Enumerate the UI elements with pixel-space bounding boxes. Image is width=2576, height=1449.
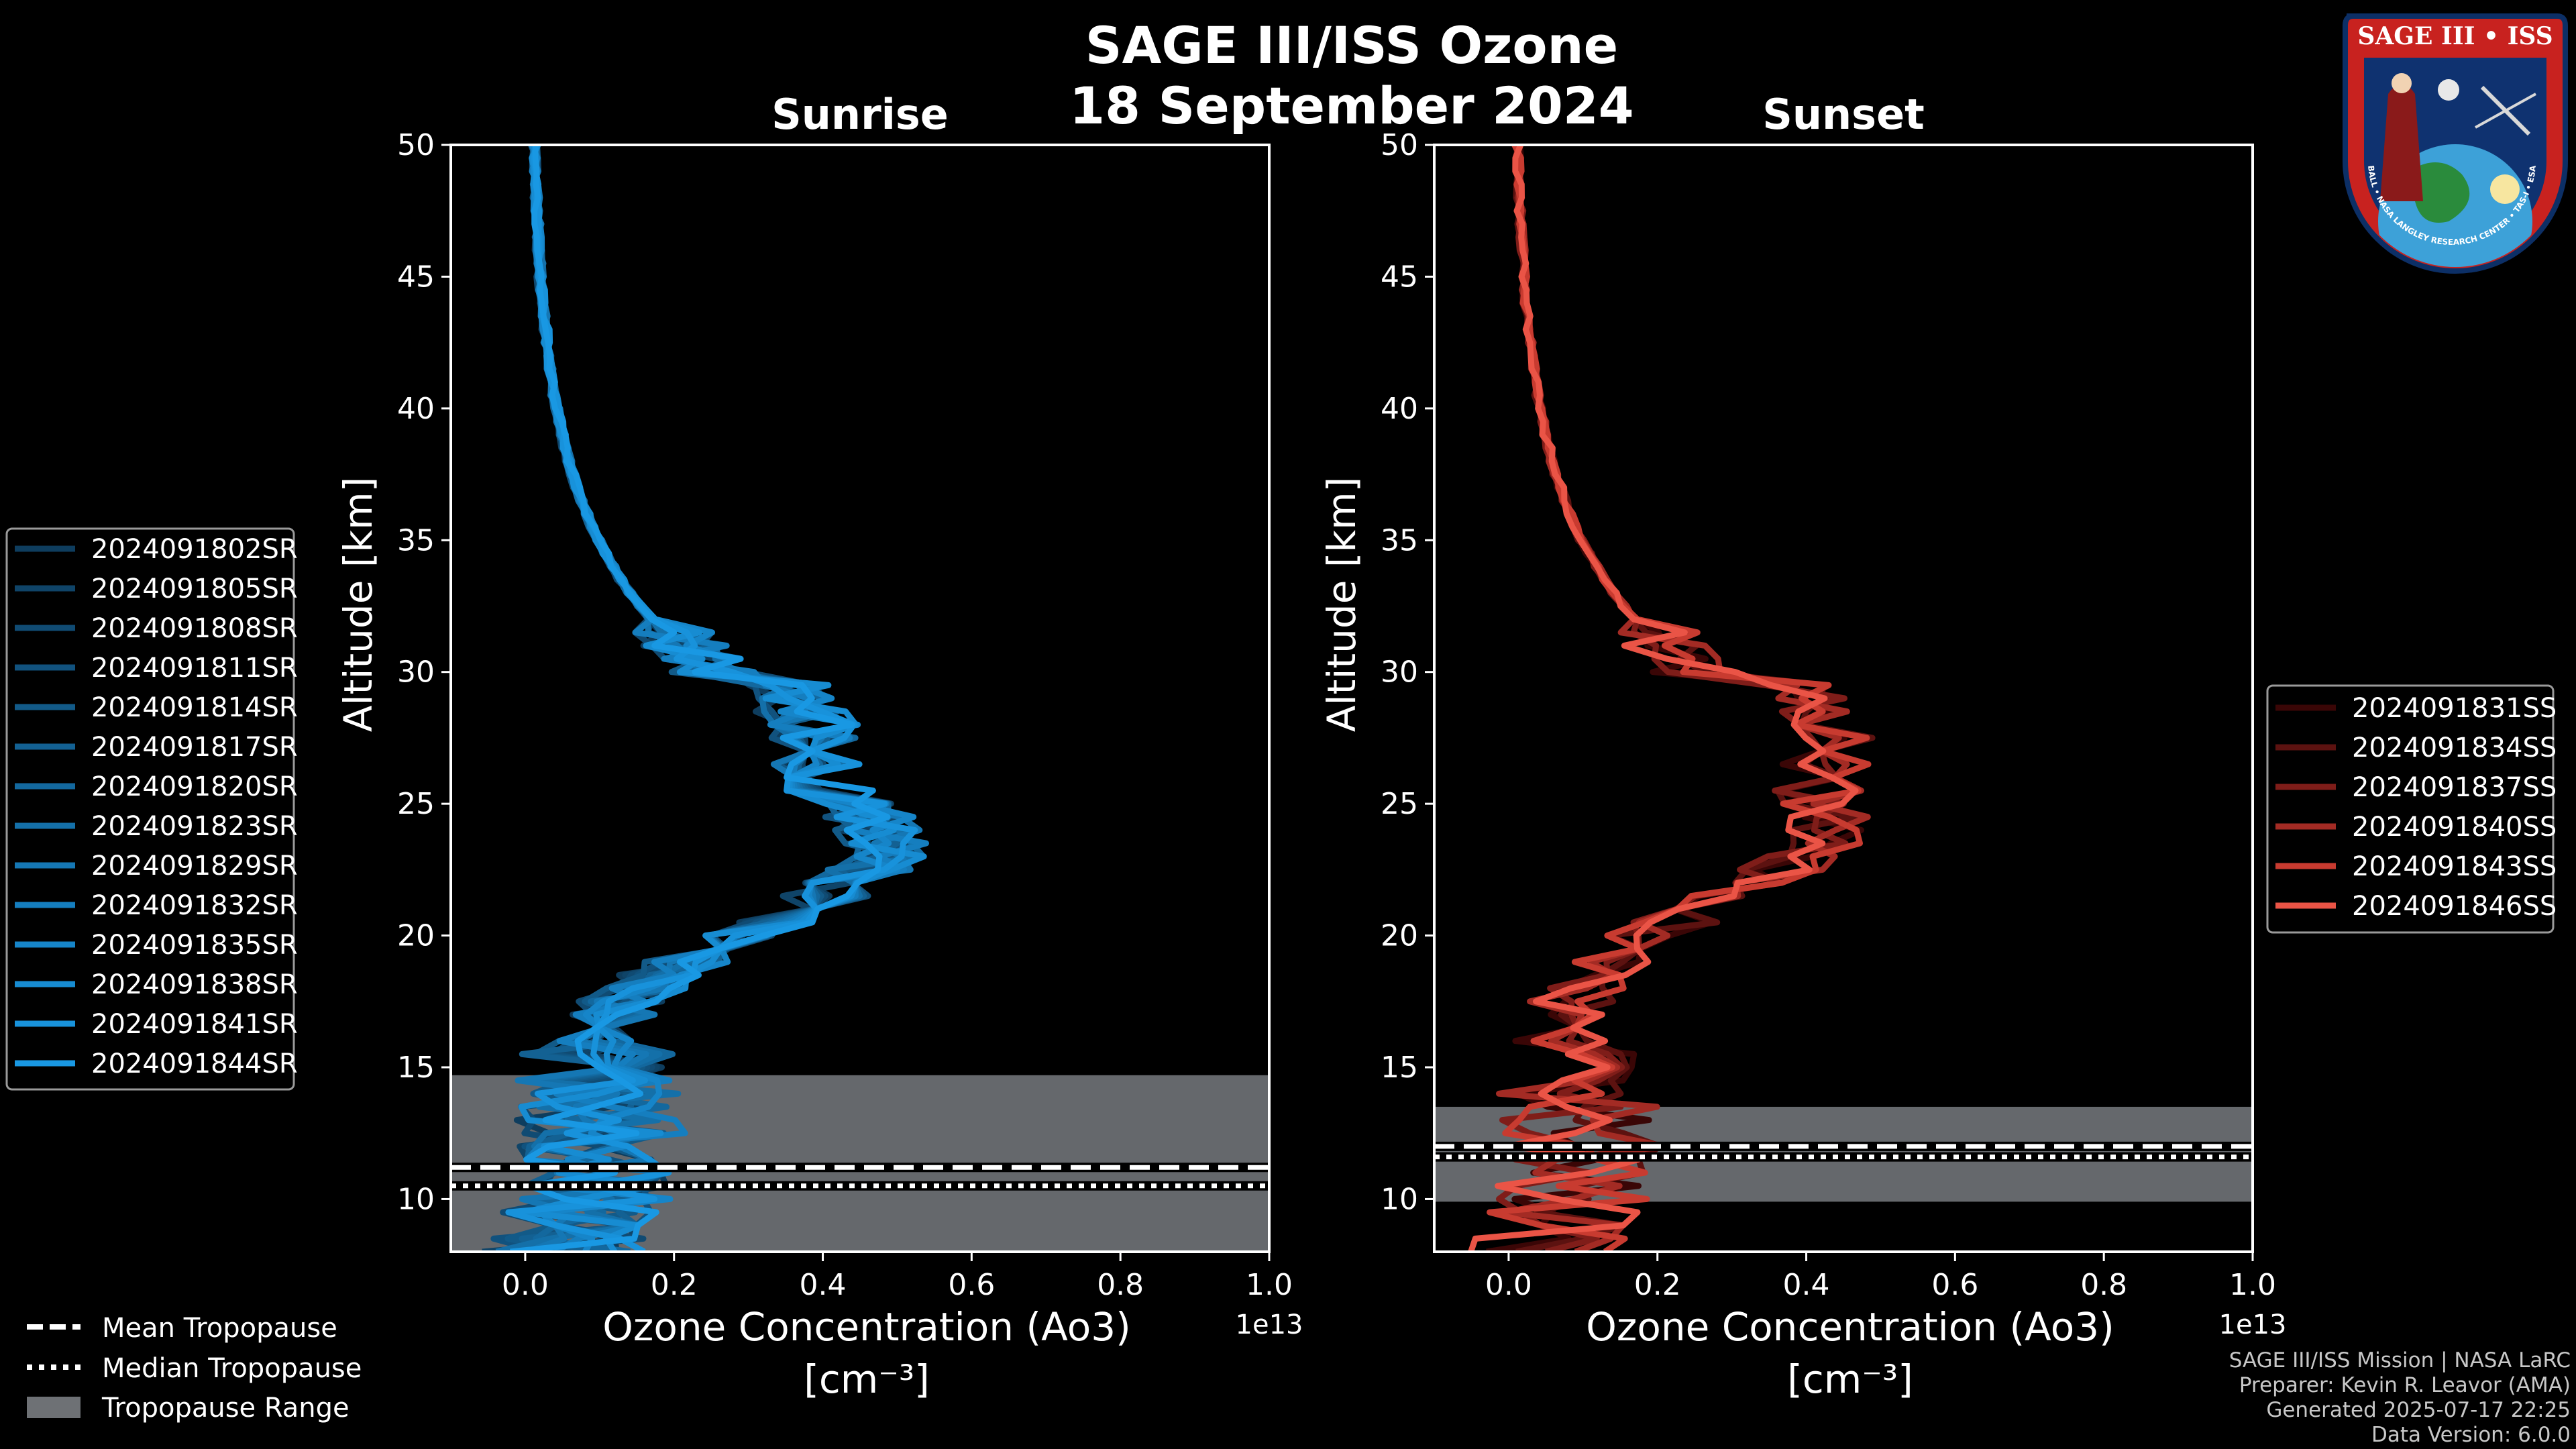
sunset-legend-frame: [2266, 684, 2555, 934]
profile-line-2024091846SS: [1468, 145, 1859, 1252]
legend-label-2024091814SR: 2024091814SR: [91, 692, 298, 723]
logo-title: SAGE III • ISS: [2357, 22, 2553, 50]
y-tick-label: 25: [1381, 787, 1418, 821]
legend-label-2024091831SS: 2024091831SS: [2352, 693, 2557, 724]
x-axis-label: Ozone Concentration (Ao3): [602, 1304, 1131, 1350]
moon-icon: [2438, 79, 2459, 101]
y-tick-label: 50: [1381, 128, 1418, 162]
y-tick-label: 45: [397, 260, 435, 294]
tropopause-range-swatch: [27, 1397, 80, 1418]
panel-title: Sunrise: [771, 90, 949, 139]
legend-label-2024091843SS: 2024091843SS: [2352, 851, 2557, 882]
y-tick-label: 10: [1381, 1182, 1418, 1216]
panel-title: Sunset: [1762, 90, 1925, 139]
y-tick-label: 45: [1381, 260, 1418, 294]
legend-label-2024091832SR: 2024091832SR: [91, 890, 298, 921]
x-tick-label: 1.0: [2229, 1268, 2276, 1302]
x-axis-label: Ozone Concentration (Ao3): [1586, 1304, 2114, 1350]
legend-label-2024091840SS: 2024091840SS: [2352, 812, 2557, 843]
profile-lines: [1468, 145, 1876, 1252]
astronomer-head-icon: [2392, 73, 2412, 93]
axes-frame: [449, 144, 1271, 1253]
legend-label-2024091829SR: 2024091829SR: [91, 851, 298, 881]
profile-lines: [482, 145, 929, 1252]
sunset-legend: 2024091831SS 2024091834SS 2024091837SS 2024…: [2266, 684, 2557, 934]
legend-label-2024091841SR: 2024091841SR: [91, 1009, 298, 1040]
x-tick-label: 1.0: [1246, 1268, 1293, 1302]
credit-preparer: Preparer: Kevin R. Leavor (AMA): [2239, 1373, 2571, 1397]
sage-iii-iss-logo: SAGE III • ISS BALL • NASA LANGLEY RESEA…: [2343, 13, 2568, 274]
legend-label-2024091844SR: 2024091844SR: [91, 1049, 298, 1079]
legend-label-2024091802SR: 2024091802SR: [91, 534, 298, 565]
figure-title-line2: 18 September 2024: [1069, 76, 1633, 136]
plot-area: [451, 145, 1269, 1252]
axes-frame: [1433, 144, 2254, 1253]
legend-label-2024091805SR: 2024091805SR: [91, 574, 298, 604]
x-tick-label: 0.4: [1783, 1268, 1830, 1302]
legend-label-2024091837SS: 2024091837SS: [2352, 772, 2557, 803]
x-offset-text: 1e13: [1236, 1309, 1303, 1340]
y-tick-label: 20: [1381, 919, 1418, 953]
y-tick-label: 50: [397, 128, 435, 162]
legend-label-2024091834SS: 2024091834SS: [2352, 733, 2557, 763]
y-axis-label: Altitude [km]: [335, 477, 381, 732]
credits: SAGE III/ISS Mission | NASA LaRC Prepare…: [2229, 1348, 2571, 1447]
legend-label-2024091835SR: 2024091835SR: [91, 930, 298, 961]
y-axis-label: Altitude [km]: [1319, 477, 1364, 732]
figure-title-line1: SAGE III/ISS Ozone: [1085, 15, 1618, 75]
sunrise-legend: 2024091802SR 2024091805SR 2024091808SR 2024…: [5, 527, 298, 1091]
credit-data-version: Data Version: 6.0.0: [2371, 1423, 2571, 1447]
y-tick-label: 15: [397, 1051, 435, 1085]
x-axis-units: [cm⁻³]: [804, 1356, 930, 1402]
tropopause-legend: Mean Tropopause Median Tropopause Tropop…: [27, 1313, 362, 1424]
x-tick-label: 0.2: [651, 1268, 698, 1302]
legend-label-2024091808SR: 2024091808SR: [91, 613, 298, 644]
x-tick-label: 0.0: [502, 1268, 549, 1302]
sunrise-panel: 0.0 0.2 0.4 0.6 0.8 1.0 10 15 20 25 30 35 40 45 50 Sunr…: [335, 90, 1303, 1402]
x-tick-label: 0.6: [1931, 1268, 1978, 1302]
continent-icon: [2415, 162, 2470, 223]
astronomer-figure-icon: [2380, 84, 2423, 201]
legend-label-2024091811SR: 2024091811SR: [91, 653, 298, 684]
y-tick-label: 15: [1381, 1051, 1418, 1085]
y-tick-label: 20: [397, 919, 435, 953]
tropopause-range-label: Tropopause Range: [101, 1393, 350, 1424]
logo-banner: [2351, 21, 2560, 55]
mean-tropopause-label: Mean Tropopause: [102, 1313, 337, 1344]
y-tick-label: 30: [397, 655, 435, 690]
sunset-panel: 0.0 0.2 0.4 0.6 0.8 1.0 10 15 20 25 30 35 40 45 50 Suns…: [1319, 90, 2286, 1402]
x-tick-label: 0.6: [948, 1268, 995, 1302]
y-tick-label: 35: [1381, 523, 1418, 557]
x-tick-label: 0.8: [2080, 1268, 2127, 1302]
legend-label-2024091846SS: 2024091846SS: [2352, 891, 2557, 922]
profile-line-2024091844SR: [510, 145, 891, 1252]
sun-icon: [2490, 174, 2520, 204]
x-tick-label: 0.0: [1485, 1268, 1532, 1302]
legend-label-2024091823SR: 2024091823SR: [91, 811, 298, 842]
legend-label-2024091838SR: 2024091838SR: [91, 969, 298, 1000]
x-tick-label: 0.4: [800, 1268, 847, 1302]
x-tick-label: 0.8: [1097, 1268, 1144, 1302]
y-tick-label: 35: [397, 523, 435, 557]
space-station-truss-icon: [2475, 93, 2536, 129]
sunset-legend-entries: 2024091831SS 2024091834SS 2024091837SS 2024…: [2275, 693, 2557, 922]
y-tick-label: 30: [1381, 655, 1418, 690]
y-tick-label: 10: [397, 1182, 435, 1216]
x-axis-units: [cm⁻³]: [1787, 1356, 1913, 1402]
y-tick-label: 25: [397, 787, 435, 821]
x-tick-label: 0.2: [1634, 1268, 1681, 1302]
x-offset-text: 1e13: [2219, 1309, 2287, 1340]
y-tick-label: 40: [397, 392, 435, 426]
legend-label-2024091817SR: 2024091817SR: [91, 732, 298, 763]
profile-line-2024091843SS: [1487, 145, 1872, 1252]
sunrise-legend-entries: 2024091802SR 2024091805SR 2024091808SR 2024…: [15, 534, 298, 1079]
median-tropopause-label: Median Tropopause: [102, 1353, 362, 1384]
credit-generated: Generated 2025-07-17 22:25: [2266, 1398, 2571, 1422]
credit-mission: SAGE III/ISS Mission | NASA LaRC: [2229, 1348, 2571, 1373]
sunrise-legend-frame: [5, 527, 295, 1091]
legend-label-2024091820SR: 2024091820SR: [91, 771, 298, 802]
y-tick-label: 40: [1381, 392, 1418, 426]
